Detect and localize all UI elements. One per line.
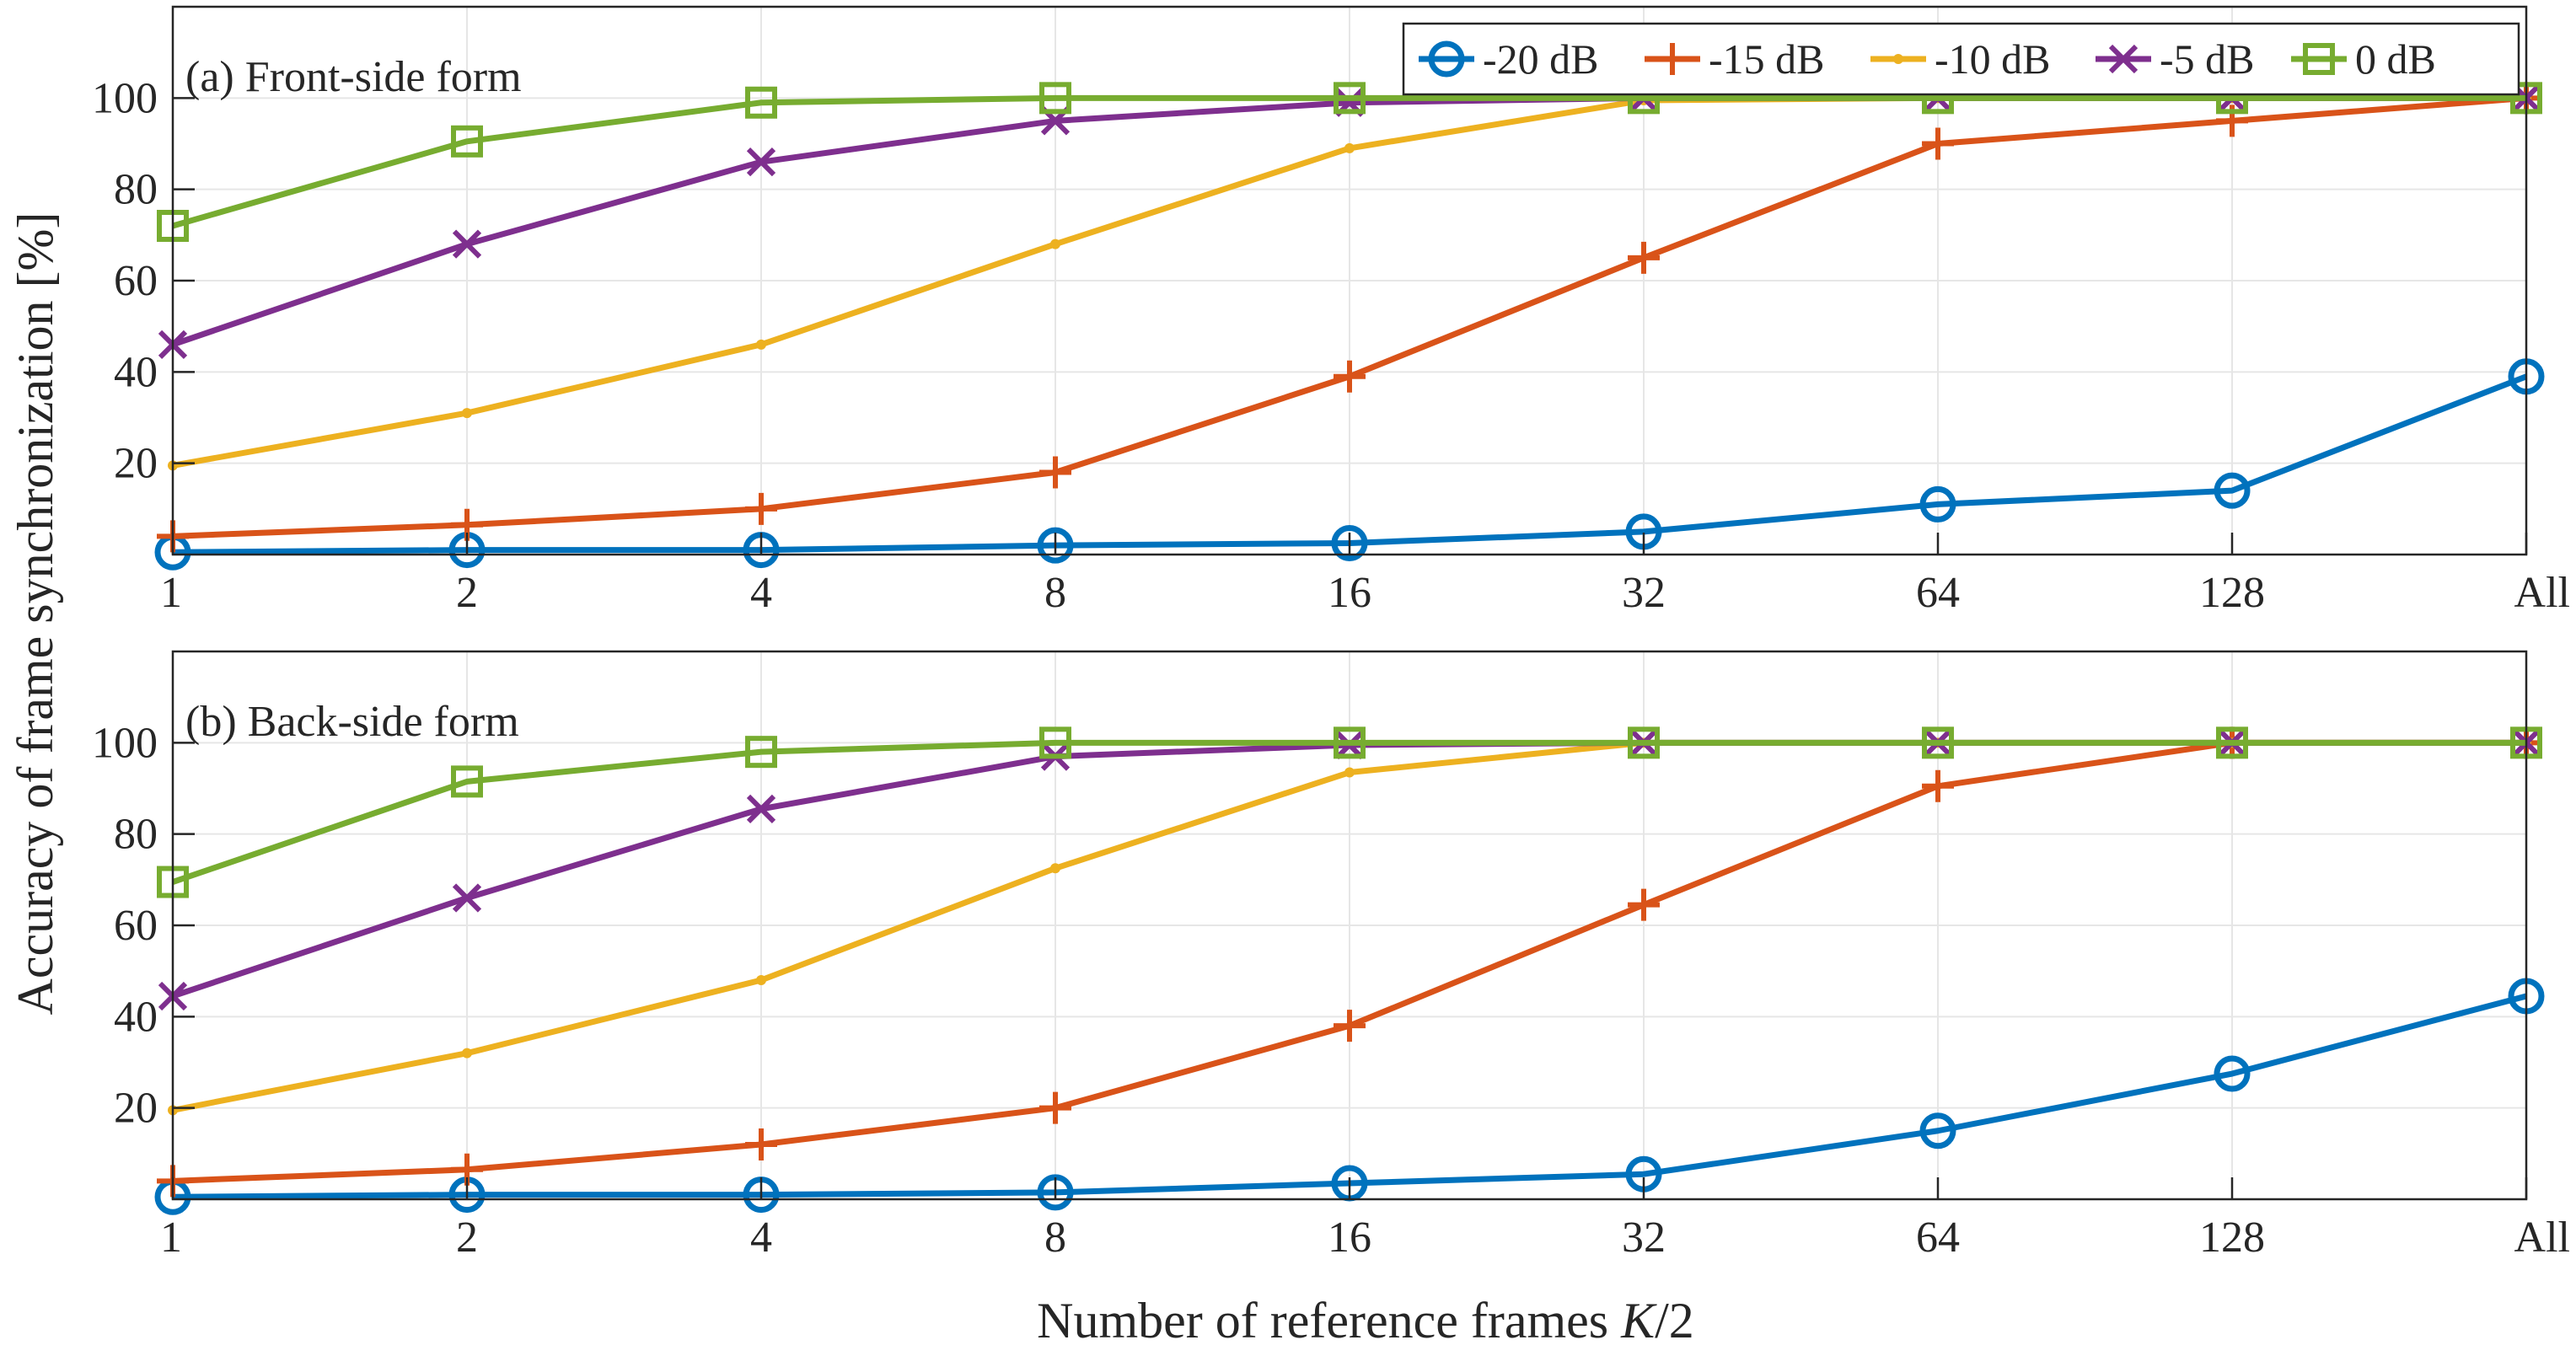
- y-tick-label: 20: [114, 440, 158, 488]
- data-point-0dB: [1628, 726, 1660, 759]
- data-point-minus15dB: [1334, 1010, 1366, 1042]
- y-axis-label: Accuracy of frame synchronization [%]: [8, 212, 63, 1016]
- y-tick-label: 40: [114, 348, 158, 396]
- y-tick-label: 40: [114, 993, 158, 1041]
- legend-label-minus5dB: -5 dB: [2160, 35, 2255, 83]
- data-point-0dB: [1334, 726, 1366, 759]
- x-tick-label: 2: [456, 1214, 478, 1262]
- x-tick-label: All: [2514, 569, 2570, 617]
- panel-b-ticks: 1 2 4 8 16 32 64 128 All 20 40 60 80 100: [92, 719, 2570, 1262]
- x-tick-label: 64: [1916, 1214, 1960, 1262]
- data-point-minus15dB: [745, 1128, 777, 1160]
- data-point-0dB: [745, 736, 777, 769]
- data-point-minus10dB: [462, 1048, 472, 1059]
- x-tick-label: 1: [160, 1214, 182, 1262]
- y-tick-label: 60: [114, 257, 158, 305]
- legend-label-minus20dB: -20 dB: [1483, 35, 1599, 83]
- x-axis-label: Number of reference frames K/2: [1037, 1293, 1694, 1348]
- panel-b: 1 2 4 8 16 32 64 128 All 20 40 60 80 100 (b) Back-sid…: [92, 650, 2570, 1262]
- data-point-minus20dB: [1037, 527, 1074, 564]
- data-point-minus20dB: [1919, 1112, 1956, 1150]
- data-point-minus10dB: [1050, 863, 1060, 874]
- x-axis-label-variable: K: [1620, 1293, 1657, 1348]
- x-tick-label: 128: [2199, 1214, 2265, 1262]
- data-point-0dB: [2216, 726, 2248, 759]
- data-point-minus20dB: [2214, 1055, 2251, 1092]
- data-point-minus10dB: [1344, 767, 1355, 778]
- legend-marker-minus10dB: [1893, 54, 1903, 64]
- legend-marker-minus15dB: [1656, 43, 1688, 75]
- data-point-minus5dB: [452, 883, 482, 913]
- data-point-minus5dB: [746, 147, 776, 177]
- x-tick-label: All: [2514, 1214, 2570, 1262]
- panel-b-title: (b) Back-side form: [185, 698, 519, 746]
- x-tick-label: 128: [2199, 569, 2265, 617]
- x-tick-label: 4: [750, 569, 772, 617]
- data-point-minus15dB: [1039, 1091, 1071, 1124]
- legend-label-0dB: 0 dB: [2355, 35, 2436, 83]
- data-point-0dB: [745, 86, 777, 119]
- x-tick-label: 8: [1044, 569, 1066, 617]
- data-point-0dB: [1039, 726, 1071, 759]
- data-point-0dB: [1922, 726, 1954, 759]
- x-axis-label-prefix: Number of reference frames: [1037, 1293, 1621, 1348]
- legend-marker-0dB: [2303, 43, 2335, 75]
- data-point-minus20dB: [1037, 1174, 1074, 1211]
- legend-marker-minus5dB: [2108, 44, 2139, 74]
- y-tick-label: 80: [114, 811, 158, 859]
- x-axis-label-suffix: /2: [1655, 1293, 1694, 1348]
- legend-marker-minus20dB: [1428, 40, 1465, 78]
- data-point-minus20dB: [2214, 472, 2251, 509]
- data-point-0dB: [451, 765, 483, 798]
- x-tick-label: 64: [1916, 569, 1960, 617]
- series-minus15dB: [157, 82, 2542, 553]
- y-tick-label: 60: [114, 902, 158, 950]
- x-tick-label: 4: [750, 1214, 772, 1262]
- data-point-minus5dB: [452, 229, 482, 259]
- series-line-0dB: [172, 94, 2526, 229]
- data-point-minus10dB: [756, 975, 766, 985]
- legend-label-minus10dB: -10 dB: [1935, 35, 2051, 83]
- series-line-0dB: [171, 739, 2526, 885]
- data-point-minus15dB: [1628, 241, 1660, 274]
- data-point-minus10dB: [1344, 142, 1355, 153]
- x-tick-label: 8: [1044, 1214, 1066, 1262]
- data-point-0dB: [1039, 82, 1071, 115]
- panel-a-frame: [171, 5, 2528, 556]
- data-point-minus15dB: [1334, 360, 1366, 393]
- y-tick-label: 80: [114, 166, 158, 214]
- y-tick-label: 20: [114, 1085, 158, 1133]
- data-point-minus15dB: [1039, 456, 1071, 489]
- data-point-minus15dB: [1922, 769, 1954, 802]
- data-point-minus5dB: [746, 794, 776, 823]
- x-tick-label: 2: [456, 569, 478, 617]
- x-tick-label: 1: [160, 569, 182, 617]
- data-point-0dB: [451, 125, 483, 158]
- y-tick-label: 100: [92, 74, 158, 122]
- data-point-minus20dB: [1331, 524, 1368, 561]
- panel-a: 1 2 4 8 16 32 64 128 All 20 40 60 80 100 (a) Front-si…: [92, 5, 2570, 617]
- data-point-0dB: [1334, 82, 1366, 115]
- data-point-minus20dB: [1919, 485, 1956, 523]
- y-tick-label: 100: [92, 719, 158, 767]
- data-point-minus10dB: [462, 408, 472, 419]
- x-tick-label: 32: [1622, 569, 1666, 617]
- legend-box: [1402, 22, 2520, 96]
- x-tick-label: 16: [1328, 569, 1371, 617]
- panel-b-frame: [171, 650, 2528, 1201]
- x-tick-label: 16: [1328, 1214, 1371, 1262]
- data-point-minus15dB: [1628, 888, 1660, 921]
- data-point-minus15dB: [745, 492, 777, 525]
- x-tick-label: 32: [1622, 1214, 1666, 1262]
- legend-entries: -20 dB -15 dB -10 dB -5 dB 0 dB: [1419, 35, 2436, 83]
- data-point-minus15dB: [1922, 127, 1954, 160]
- panel-a-ticks: 1 2 4 8 16 32 64 128 All 20 40 60 80 100: [92, 74, 2570, 617]
- panel-a-title: (a) Front-side form: [185, 53, 522, 101]
- data-point-minus10dB: [1050, 239, 1060, 249]
- legend: -20 dB -15 dB -10 dB -5 dB 0 dB: [1402, 22, 2520, 96]
- legend-label-minus15dB: -15 dB: [1709, 35, 1825, 83]
- data-point-minus10dB: [756, 339, 766, 350]
